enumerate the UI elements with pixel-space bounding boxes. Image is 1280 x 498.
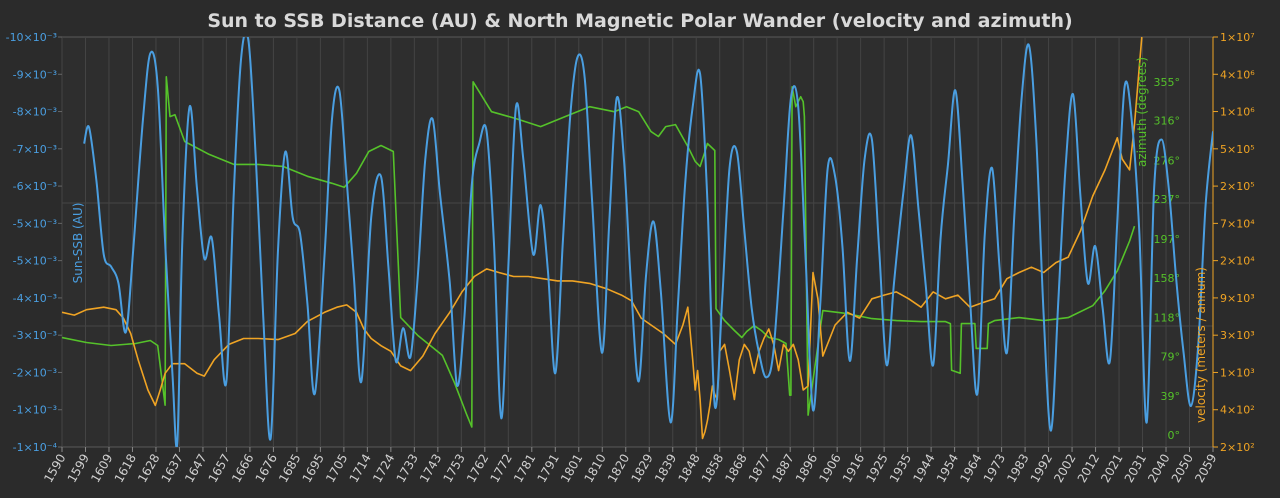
left-tick-label: -5×10⁻³	[13, 217, 57, 230]
velocity-tick-label: 9×10³	[1220, 292, 1255, 305]
velocity-tick-label: 4×10²	[1220, 404, 1255, 417]
azimuth-tick-label: 79°	[1161, 350, 1181, 363]
left-tick-label: -7×10⁻³	[13, 143, 57, 156]
azimuth-tick-label: 316°	[1154, 115, 1181, 128]
velocity-tick-label: 2×10²	[1220, 441, 1255, 454]
left-tick-label: -4×10⁻³	[13, 292, 57, 305]
velocity-tick-label: 1×10³	[1220, 366, 1255, 379]
grid-lines	[61, 37, 1214, 447]
left-tick-label: -1×10⁻⁴	[13, 441, 58, 454]
velocity-axis-label: velocity (meters / annum)	[1194, 267, 1208, 423]
azimuth-tick-label: 197°	[1154, 233, 1181, 246]
velocity-tick-label: 7×10⁴	[1220, 217, 1255, 230]
azimuth-axis-label: azimuth (degrees)	[1135, 57, 1149, 167]
left-tick-label: -9×10⁻³	[13, 68, 57, 81]
velocity-tick-label: 5×10⁵	[1220, 143, 1255, 156]
velocity-tick-label: 1×10⁶	[1220, 106, 1255, 119]
left-tick-label: -1×10⁻³	[13, 404, 57, 417]
left-axis-label: Sun-SSB (AU)	[71, 203, 85, 284]
velocity-tick-label: 2×10⁴	[1220, 255, 1255, 268]
azimuth-tick-label: 158°	[1154, 272, 1181, 285]
chart-title: Sun to SSB Distance (AU) & North Magneti…	[207, 10, 1072, 32]
left-tick-label: -5×10⁻³	[13, 255, 57, 268]
velocity-tick-label: 3×10³	[1220, 329, 1255, 342]
azimuth-tick-label: 118°	[1154, 312, 1181, 325]
left-tick-label: -2×10⁻³	[13, 366, 57, 379]
series-azimuth-line	[62, 76, 1136, 428]
velocity-axis-ticks: 1×10⁷ 4×10⁶ 1×10⁶ 5×10⁵ 2×10⁵ 7×10⁴ 2×10⁴ 9×10³…	[1212, 31, 1255, 454]
series-lines	[62, 37, 1213, 447]
velocity-tick-label: 2×10⁵	[1220, 180, 1255, 193]
azimuth-tick-label: 0°	[1168, 429, 1181, 442]
series-sun-ssb-line	[83, 37, 1213, 447]
left-tick-label: -3×10⁻³	[13, 329, 57, 342]
azimuth-tick-label: 355°	[1154, 76, 1181, 89]
left-tick-label: -6×10⁻³	[13, 180, 57, 193]
azimuth-tick-label: 39°	[1161, 390, 1181, 403]
azimuth-tick-label: 237°	[1154, 193, 1181, 206]
left-tick-label: -8×10⁻³	[13, 106, 57, 119]
velocity-tick-label: 4×10⁶	[1220, 68, 1255, 81]
left-axis-ticks: -10×10⁻³ -9×10⁻³ -8×10⁻³ -7×10⁻³ -6×10⁻³ -5×1…	[6, 31, 62, 454]
velocity-tick-label: 1×10⁷	[1220, 31, 1255, 44]
left-tick-label: -10×10⁻³	[6, 31, 57, 44]
